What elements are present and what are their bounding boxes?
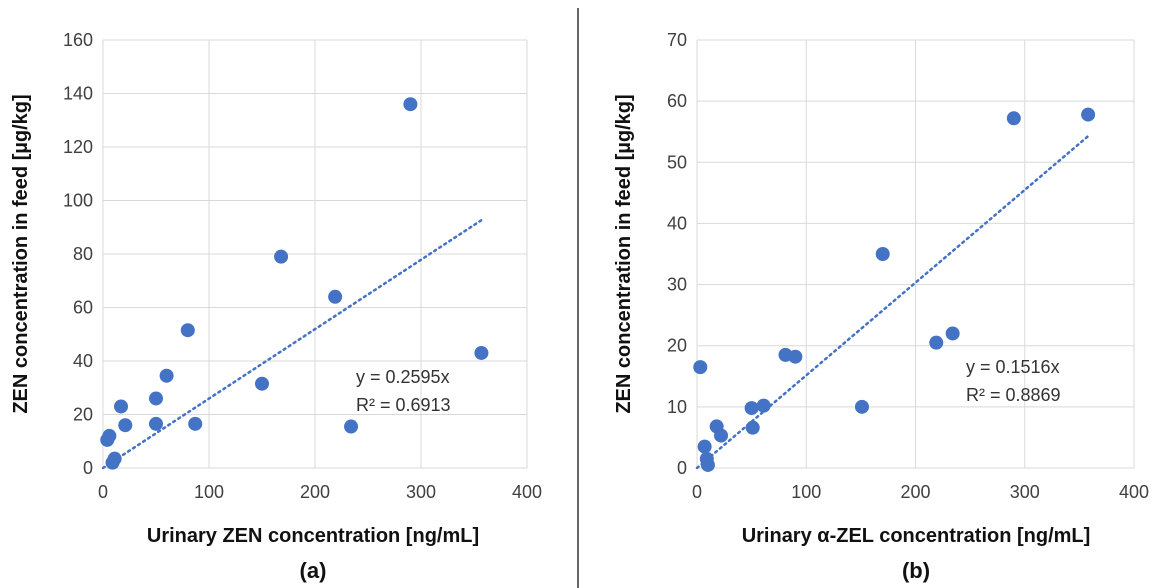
panel-b-y-ticks: 0 10 20 30 40 50 60 70 [667, 30, 687, 478]
panel-b-y-tick-label: 70 [667, 30, 687, 50]
panel-b-y-tick-label: 0 [677, 458, 687, 478]
panel-b-x-tick-label: 0 [692, 482, 702, 502]
panel-a-data-point [344, 419, 359, 434]
panel-a-y-tick-label: 40 [73, 351, 93, 371]
panel-b-trendline-line [695, 134, 1090, 470]
panel-b-x-tick-label: 400 [1119, 482, 1149, 502]
panel-a-trendline-line [101, 218, 483, 470]
panel-a-y-tick-label: 120 [63, 137, 93, 157]
panel-b-data-point [693, 360, 708, 375]
panel-a-y-ticks: 0 20 40 60 80 100 120 140 160 [63, 30, 93, 478]
panel-a-data-point [188, 416, 203, 431]
panel-a-data-point [149, 416, 163, 431]
panel-b-data-point [744, 401, 759, 416]
panel-b-equation: y = 0.1516x [966, 357, 1060, 377]
panel-a-y-tick-label: 20 [73, 405, 93, 425]
panel-b-data-point [1006, 111, 1021, 126]
panel-b-data-point [945, 326, 960, 341]
panel-b-y-tick-label: 60 [667, 91, 687, 111]
panel-a-data-point [180, 323, 195, 338]
panel-a-data-point [274, 249, 289, 264]
panel-a-y-tick-label: 60 [73, 298, 93, 318]
panel-b-chart: 0 10 20 30 40 50 60 70 0 100 200 300 400 y = 0.1516… [613, 30, 1149, 583]
panel-a-chart: 0 20 40 60 80 100 120 140 160 0 100 200 300 400 y = … [10, 30, 542, 583]
panel-a-data-point [474, 345, 489, 360]
panel-a-points [100, 97, 489, 470]
panel-b-data-point [788, 349, 803, 364]
panel-a-x-ticks: 0 100 200 300 400 [98, 482, 542, 502]
panel-b-data-point [714, 428, 729, 443]
panel-a-y-tick-label: 160 [63, 30, 93, 50]
panel-a-data-point [403, 97, 418, 112]
panel-b-data-point [929, 335, 944, 350]
panel-a-data-point [255, 376, 269, 391]
panel-b-data-point [1081, 107, 1096, 122]
panel-a-trendline [101, 218, 483, 470]
panel-b-y-tick-label: 10 [667, 397, 687, 417]
panel-b-data-point [854, 399, 869, 414]
panel-a-data-point [328, 289, 343, 304]
panel-b-data-point [875, 247, 890, 261]
panel-b-x-tick-label: 200 [900, 482, 930, 502]
panel-b-x-ticks: 0 100 200 300 400 [692, 482, 1149, 502]
panel-a-x-axis-title: Urinary ZEN concentration [ng/mL] [147, 525, 479, 547]
panel-a-x-tick-label: 100 [194, 482, 224, 502]
panel-a-data-point [149, 391, 163, 406]
panel-a-y-tick-label: 80 [73, 244, 93, 264]
panel-a-y-axis-title: ZEN concentration in feed [µg/kg] [10, 94, 32, 413]
panel-b-r-squared: R² = 0.8869 [966, 385, 1061, 405]
panel-a-data-point [114, 399, 129, 414]
panel-a-y-tick-label: 0 [83, 458, 93, 478]
panel-b-y-tick-label: 20 [667, 336, 687, 356]
panel-b-x-axis-title: Urinary α-ZEL concentration [ng/mL] [742, 525, 1091, 547]
panel-b-y-tick-label: 50 [667, 152, 687, 172]
panel-a-label: (a) [300, 558, 327, 583]
panel-b-label: (b) [902, 558, 930, 583]
panel-b-data-point [756, 398, 771, 413]
panel-b-y-axis-title: ZEN concentration in feed [µg/kg] [613, 94, 635, 413]
panel-a-x-tick-label: 0 [98, 482, 108, 502]
panel-a-x-tick-label: 200 [300, 482, 330, 502]
panel-b-x-tick-label: 300 [1010, 482, 1040, 502]
panel-a-data-point [102, 428, 117, 443]
panel-a-grid [102, 39, 528, 469]
panel-a-y-tick-label: 140 [63, 84, 93, 104]
panel-a-data-point [159, 368, 174, 383]
panel-b-points [693, 107, 1096, 472]
panel-b-x-tick-label: 100 [791, 482, 821, 502]
panel-a-data-point [118, 418, 133, 433]
panel-b-y-tick-label: 40 [667, 213, 687, 233]
panel-a-r-squared: R² = 0.6913 [356, 395, 451, 415]
panel-a-x-tick-label: 300 [406, 482, 436, 502]
panel-a-x-tick-label: 400 [512, 482, 542, 502]
panel-a-equation: y = 0.2595x [356, 367, 450, 387]
panel-b-y-tick-label: 30 [667, 275, 687, 295]
panel-b-data-point [697, 439, 712, 454]
panel-b-data-point [700, 457, 715, 472]
panel-a-y-tick-label: 100 [63, 191, 93, 211]
panel-b-data-point [745, 420, 760, 435]
panel-b-trendline [695, 134, 1090, 470]
panel-a-data-point [107, 451, 122, 466]
